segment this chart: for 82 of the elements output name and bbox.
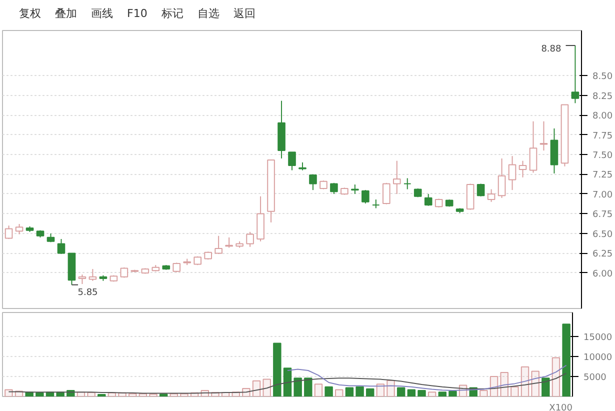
candlestick (78, 274, 86, 285)
text: 返回 (233, 7, 256, 20)
bar (87, 392, 96, 396)
bar (448, 390, 457, 396)
y-tick-label: 8.50 (592, 72, 613, 82)
bar (376, 384, 385, 396)
y-tick-label: 8.25 (592, 92, 613, 102)
bar (356, 386, 364, 396)
y-tick-label: 5000 (584, 373, 607, 383)
text: X100 (549, 404, 573, 411)
text: 画线 (91, 7, 113, 20)
candlestick (392, 160, 401, 194)
candlestick (351, 184, 359, 194)
y-tick-label: 6.00 (592, 269, 613, 280)
bar (36, 392, 44, 396)
candlestick (88, 268, 97, 282)
annotation: 5.85 (78, 288, 98, 298)
bar (428, 392, 436, 396)
y-tick-label: 15000 (584, 333, 612, 343)
y-tick-label: 6.25 (592, 250, 613, 260)
candlestick (498, 158, 506, 198)
bar (438, 392, 447, 396)
candlestick (15, 223, 24, 235)
bar (531, 370, 540, 396)
candlestick (309, 174, 317, 191)
candlestick (518, 160, 527, 178)
y-tick-label: 7.00 (592, 190, 613, 200)
candlestick (487, 188, 496, 202)
candlestick (362, 190, 370, 204)
bar (510, 386, 519, 396)
bar (283, 368, 292, 396)
bar (396, 387, 406, 396)
text: 自选 (197, 7, 220, 20)
bar (128, 393, 137, 396)
bar (262, 378, 271, 396)
y-tick-label: 7.50 (592, 150, 613, 161)
candlestick (246, 231, 254, 248)
candlestick (225, 236, 233, 248)
candlestick (424, 193, 432, 206)
bar (562, 324, 570, 396)
text: 叠加 (55, 7, 77, 20)
y-tick-label: 6.50 (592, 230, 613, 240)
text: F10 (127, 7, 148, 20)
bar (304, 378, 312, 396)
bar (149, 394, 158, 396)
bar (335, 389, 344, 396)
bar (552, 357, 560, 396)
candlestick (529, 120, 538, 174)
candlestick (403, 178, 412, 190)
y-tick-label: 7.25 (592, 170, 613, 181)
y-tick-label: 10000 (584, 353, 612, 363)
candlestick (571, 45, 580, 104)
y-tick-label: 6.75 (592, 210, 613, 220)
bar (500, 372, 508, 396)
bar (418, 390, 426, 396)
bar (480, 390, 488, 396)
candlestick (288, 152, 296, 171)
candlestick (214, 235, 222, 255)
annotation: 8.88 (541, 44, 562, 55)
bar (407, 389, 416, 396)
text: 复权 (19, 7, 41, 20)
line-series (8, 372, 567, 394)
bar (294, 378, 302, 396)
candlestick (476, 183, 485, 197)
bar (314, 384, 323, 396)
candlestick (57, 238, 66, 255)
candlestick (508, 156, 516, 191)
bar (4, 389, 13, 396)
text: 标记 (161, 7, 184, 20)
bar (542, 378, 550, 396)
bar (386, 380, 395, 396)
line-series (287, 364, 567, 391)
candlestick (4, 225, 13, 240)
bar (252, 380, 261, 396)
y-tick-label: 7.75 (592, 131, 613, 142)
bar (366, 388, 374, 396)
bar (273, 342, 282, 396)
bar (520, 366, 530, 396)
candlestick (382, 182, 390, 205)
bar (345, 387, 354, 396)
y-tick-label: 8.00 (592, 112, 613, 122)
bar (324, 386, 333, 396)
